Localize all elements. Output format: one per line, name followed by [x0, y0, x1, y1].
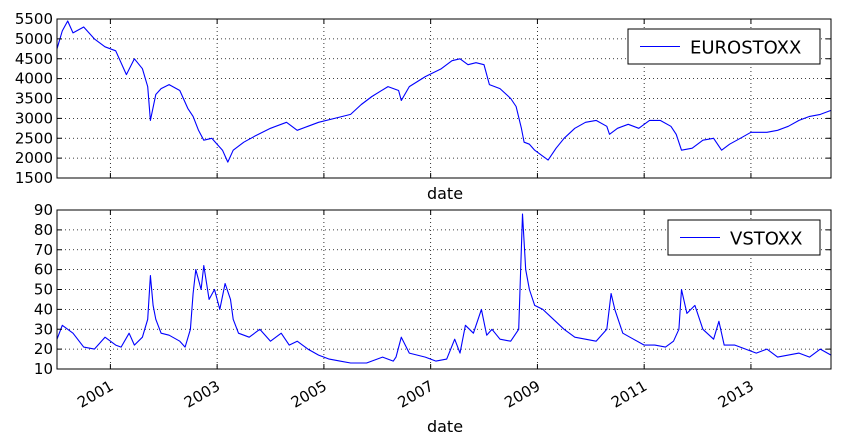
- legend: VSTOXX: [667, 219, 821, 256]
- legend-label: VSTOXX: [730, 229, 802, 250]
- x-tick-label: 2007: [395, 377, 437, 412]
- legend: EUROSTOXX: [627, 28, 821, 65]
- y-tick-label: 5500: [15, 10, 53, 28]
- y-tick-label: 5000: [15, 30, 53, 48]
- x-axis-label: date: [427, 417, 463, 436]
- y-tick-label: 2000: [15, 149, 53, 167]
- y-tick-label: 80: [34, 221, 53, 239]
- y-tick-label: 1500: [15, 169, 53, 187]
- x-tick-label: 2009: [501, 377, 543, 412]
- x-tick-label: 2001: [74, 377, 116, 412]
- series-line-vstoxx: [56, 213, 832, 364]
- x-tick-label: 2013: [715, 377, 757, 412]
- y-tick-label: 4000: [15, 70, 53, 88]
- y-tick-label: 50: [34, 281, 53, 299]
- y-tick-label: 20: [34, 340, 53, 358]
- y-tick-label: 10: [34, 360, 53, 378]
- x-tick-label: 2003: [181, 377, 223, 412]
- legend-label: EUROSTOXX: [690, 38, 801, 59]
- y-tick-label: 30: [34, 320, 53, 338]
- y-tick-label: 2500: [15, 129, 53, 147]
- x-tick-label: 2011: [608, 377, 650, 412]
- y-tick-label: 70: [34, 241, 53, 259]
- y-tick-label: 60: [34, 261, 53, 279]
- y-tick-label: 3500: [15, 90, 53, 108]
- y-tick-label: 4500: [15, 50, 53, 68]
- y-tick-label: 3000: [15, 109, 53, 127]
- y-tick-label: 90: [34, 201, 53, 219]
- x-axis-label: date: [427, 184, 463, 203]
- y-tick-label: 40: [34, 300, 53, 318]
- x-tick-label: 2005: [288, 377, 330, 412]
